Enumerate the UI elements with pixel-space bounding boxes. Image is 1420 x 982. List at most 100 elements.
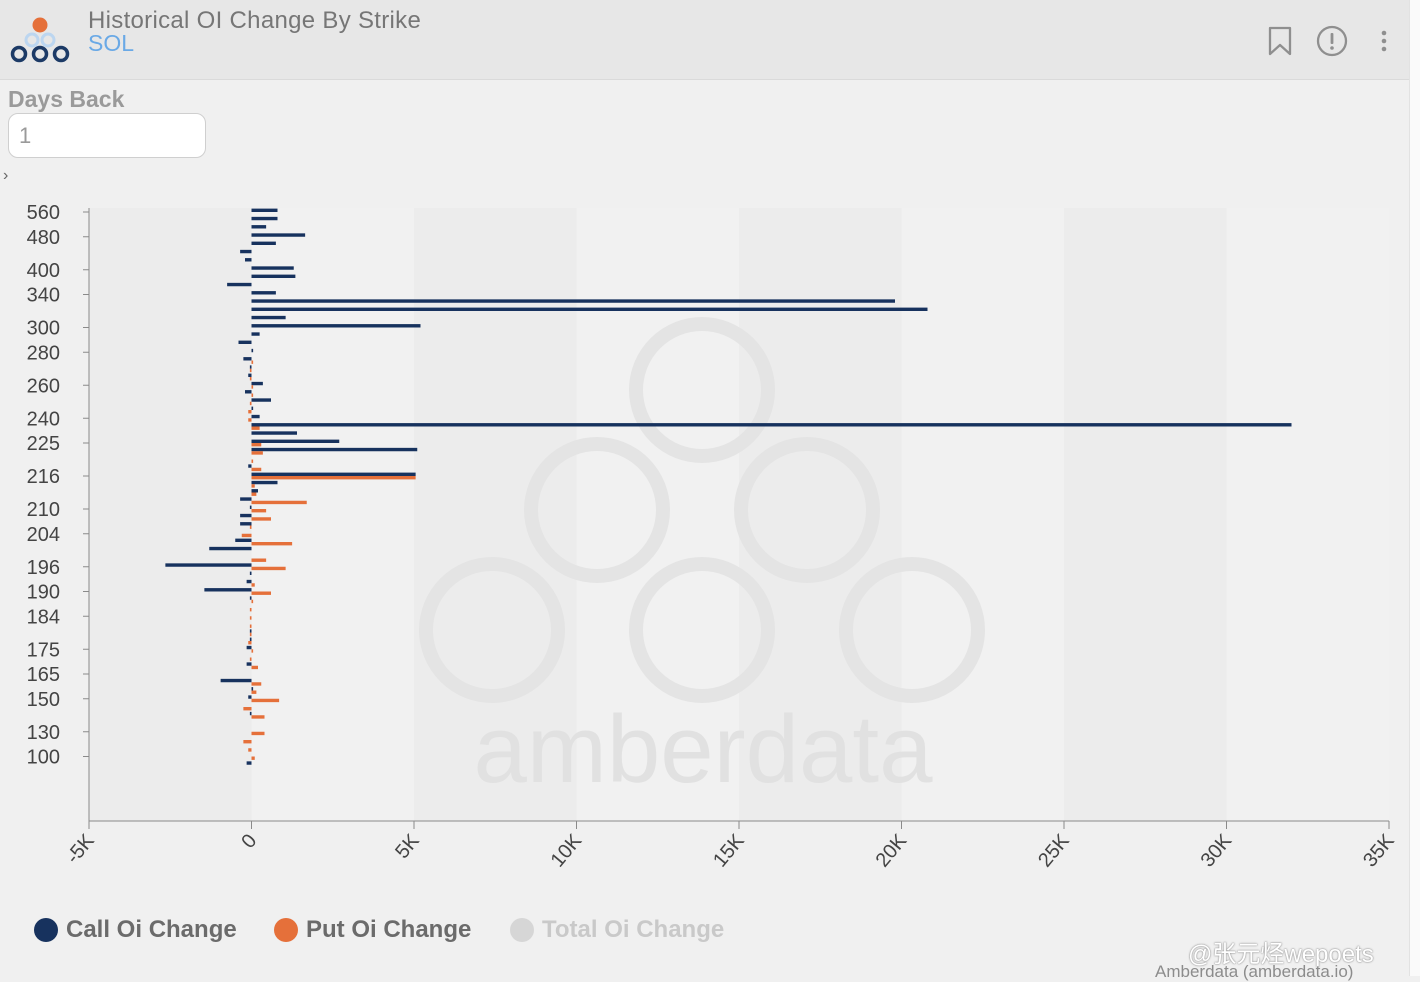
put-oi-bar xyxy=(249,368,252,373)
call-oi-bar xyxy=(251,406,254,410)
put-oi-bar xyxy=(251,492,257,496)
call-oi-bar xyxy=(251,480,278,485)
expand-toggle-icon[interactable]: › xyxy=(3,167,9,184)
info-icon[interactable] xyxy=(1315,25,1349,57)
y-tick-label: 340 xyxy=(27,285,60,307)
credit-text[interactable]: Amberdata (amberdata.io) xyxy=(1155,962,1354,981)
call-oi-bar xyxy=(243,357,252,361)
put-oi-bar xyxy=(251,599,254,604)
y-tick-label: 190 xyxy=(27,582,60,604)
call-oi-bar xyxy=(248,373,252,377)
call-oi-bar xyxy=(240,497,252,501)
y-tick-label: 150 xyxy=(27,689,60,711)
amberdata-logo xyxy=(10,17,70,63)
put-oi-bar xyxy=(251,649,254,653)
y-tick-label: 204 xyxy=(27,524,60,546)
x-tick-label: 30K xyxy=(1197,830,1237,872)
call-oi-bar xyxy=(251,241,276,245)
put-oi-bar xyxy=(251,385,254,389)
put-oi-bar xyxy=(251,517,271,521)
put-oi-bar xyxy=(248,748,252,752)
panel-header: Historical OI Change By Strike SOL xyxy=(0,0,1410,80)
call-oi-bar xyxy=(240,513,252,518)
legend-item-call[interactable]: Call Oi Change xyxy=(34,916,237,944)
put-oi-bar xyxy=(251,690,257,694)
call-oi-bar xyxy=(220,678,252,683)
legend-label-put: Put Oi Change xyxy=(306,916,472,943)
call-oi-bar xyxy=(251,381,263,386)
y-tick-label: 165 xyxy=(27,664,60,686)
put-oi-bar xyxy=(251,542,293,546)
y-tick-label: 300 xyxy=(27,318,60,340)
y-tick-label: 100 xyxy=(27,747,60,769)
call-oi-bar xyxy=(165,563,252,567)
put-oi-bar xyxy=(251,756,255,760)
call-oi-bar xyxy=(249,596,252,600)
put-oi-bar xyxy=(251,665,258,670)
put-oi-bar xyxy=(251,459,254,463)
call-oi-bar xyxy=(251,208,278,212)
call-oi-bar xyxy=(248,464,252,468)
call-oi-bar xyxy=(246,662,252,666)
y-tick-label: 280 xyxy=(27,342,60,364)
call-oi-bar xyxy=(248,695,252,699)
legend-dot-call xyxy=(34,918,58,942)
y-tick-label: 184 xyxy=(27,606,60,628)
call-oi-bar xyxy=(246,761,252,765)
put-oi-bar xyxy=(251,443,262,447)
x-tick-label: 10K xyxy=(547,830,587,872)
legend-item-put[interactable]: Put Oi Change xyxy=(274,916,471,944)
call-oi-bar xyxy=(209,546,252,551)
svg-text:amberdata: amberdata xyxy=(474,696,934,803)
call-oi-bar xyxy=(251,472,416,476)
x-tick-label: 0 xyxy=(237,830,261,853)
call-oi-bar xyxy=(251,439,340,443)
x-tick-label: 20K xyxy=(872,830,912,872)
put-oi-bar xyxy=(249,657,252,661)
x-tick-label: 25K xyxy=(1034,830,1074,872)
call-oi-bar xyxy=(251,266,294,270)
put-oi-bar xyxy=(251,682,262,686)
put-oi-bar xyxy=(249,377,252,381)
y-tick-label: 480 xyxy=(27,227,60,249)
y-tick-label: 400 xyxy=(27,260,60,282)
call-oi-bar xyxy=(249,505,252,509)
call-oi-bar xyxy=(227,282,252,287)
put-oi-bar xyxy=(251,558,267,562)
x-tick-label: 35K xyxy=(1359,830,1399,872)
amberdata-watermark: amberdata xyxy=(419,317,985,803)
put-oi-bar xyxy=(251,698,280,703)
call-oi-bar xyxy=(246,645,252,650)
put-oi-bar xyxy=(248,641,252,645)
call-oi-bar xyxy=(251,291,276,295)
put-oi-bar xyxy=(249,632,252,637)
y-tick-label: 560 xyxy=(27,202,60,224)
put-oi-bar xyxy=(243,740,252,744)
put-oi-bar xyxy=(251,583,255,587)
put-oi-bar xyxy=(251,476,416,480)
put-oi-bar xyxy=(251,715,265,719)
call-oi-bar xyxy=(245,258,252,262)
call-oi-bar xyxy=(251,348,254,353)
call-oi-bar xyxy=(251,423,1292,427)
days-back-input[interactable] xyxy=(8,113,206,158)
put-oi-bar xyxy=(251,509,267,513)
call-oi-bar xyxy=(251,447,418,452)
plot-band xyxy=(1226,208,1389,821)
call-oi-bar xyxy=(251,315,286,320)
y-tick-label: 130 xyxy=(27,722,60,744)
bookmark-icon[interactable] xyxy=(1265,25,1295,57)
more-vertical-icon[interactable] xyxy=(1374,25,1394,57)
put-oi-bar xyxy=(251,426,260,430)
panel-title: Historical OI Change By Strike xyxy=(88,7,422,34)
call-oi-bar xyxy=(251,307,928,311)
call-oi-bar xyxy=(240,522,252,526)
put-oi-bar xyxy=(251,360,254,364)
legend-item-total[interactable]: Total Oi Change xyxy=(510,916,724,944)
call-oi-bar xyxy=(251,299,895,303)
call-oi-bar xyxy=(246,579,252,584)
put-oi-bar xyxy=(251,500,307,505)
put-oi-bar xyxy=(251,393,254,397)
asset-subtitle[interactable]: SOL xyxy=(88,30,135,56)
